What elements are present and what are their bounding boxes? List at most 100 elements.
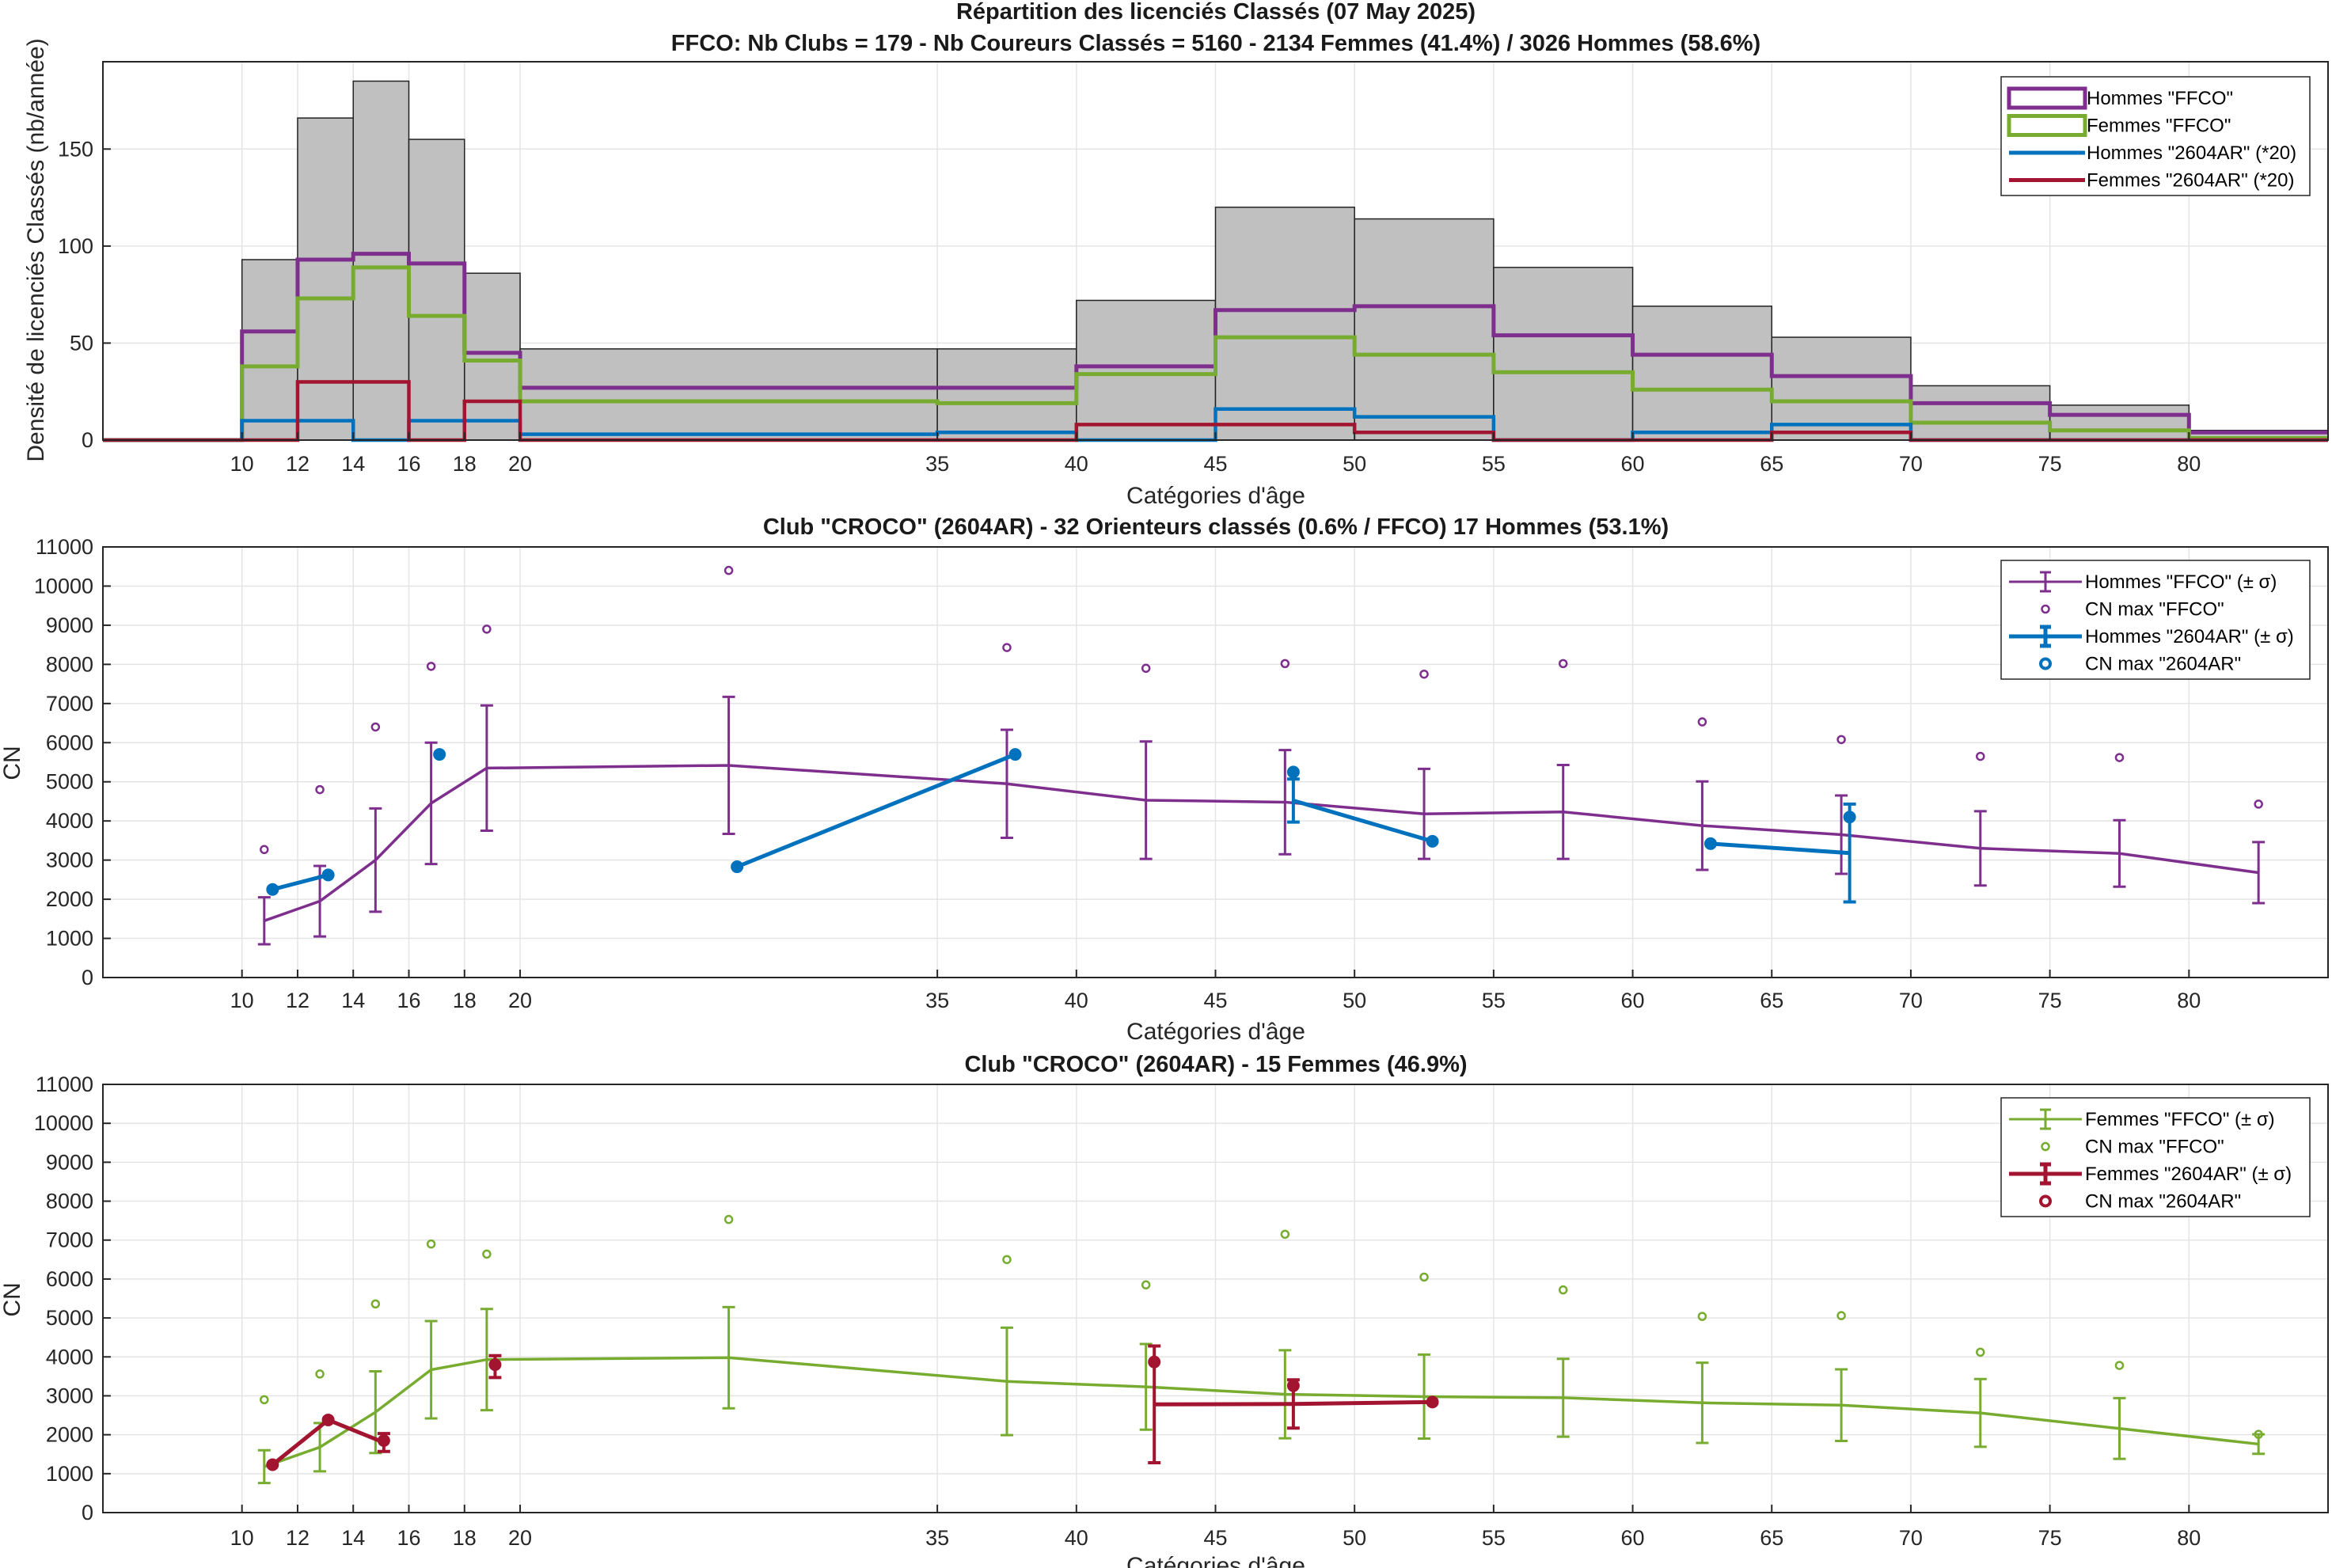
histogram-bar — [241, 259, 298, 441]
hommes-panel-title: Club "CROCO" (2604AR) - 32 Orienteurs cl… — [763, 514, 1669, 540]
femmes-y-ticks: 0 1000 2000 3000 4000 5000 6000 7000 8000 9000 100… — [34, 1073, 111, 1524]
y-tick-label: 0 — [82, 428, 93, 452]
y-tick-label: 0 — [82, 966, 93, 989]
x-tick-label: 80 — [2177, 989, 2201, 1012]
y-tick-label: 11000 — [36, 535, 93, 559]
ffco-cn-max-marker — [1697, 1312, 1707, 1321]
club-cn-max-marker — [1148, 1355, 1161, 1369]
hommes-x-ticks: 10 12 14 16 18 20 35 40 45 50 55 60 65 70 75 80 — [230, 970, 2201, 1012]
ffco-cn-max-marker — [2114, 1361, 2125, 1370]
x-tick-label: 50 — [1343, 452, 1366, 476]
x-tick-label: 12 — [286, 1526, 310, 1550]
legend-swatch — [2039, 1194, 2052, 1208]
x-tick-label: 60 — [1621, 989, 1645, 1012]
histogram-legend: Hommes "FFCO" Femmes "FFCO" Hommes "2604AR… — [2000, 76, 2311, 196]
x-tick-label: 70 — [1899, 452, 1923, 476]
hommes-legend: Hommes "FFCO" (± σ) CN max "FFCO" Hommes "… — [2000, 560, 2311, 680]
x-tick-label: 12 — [286, 452, 310, 476]
x-tick-label: 40 — [1065, 989, 1088, 1012]
femmes-panel-title: Club "CROCO" (2604AR) - 15 Femmes (46.9%… — [964, 1052, 1467, 1077]
ffco-mean-line — [264, 1356, 2259, 1468]
ffco-cn-max-marker — [1280, 1229, 1290, 1240]
club-mean-line — [736, 752, 1016, 869]
ffco-cn-max-marker — [2254, 1429, 2263, 1439]
ffco-cn-max-marker — [315, 784, 325, 795]
x-tick-label: 65 — [1760, 452, 1783, 476]
x-tick-label: 60 — [1621, 1526, 1645, 1550]
hommes-y-ticks: 0 1000 2000 3000 4000 5000 6000 7000 8000 9000 100… — [34, 535, 111, 989]
x-tick-label: 14 — [341, 989, 365, 1012]
y-tick-label: 4000 — [46, 809, 93, 833]
x-tick-label: 65 — [1760, 1526, 1783, 1550]
club-cn-max-marker — [1286, 765, 1300, 779]
y-tick-label: 9000 — [46, 613, 93, 637]
legend-swatch — [2039, 657, 2052, 670]
hommes-grid — [103, 546, 2328, 978]
y-tick-label: 6000 — [46, 1267, 93, 1291]
ffco-cn-max-marker — [724, 565, 734, 575]
club-mean-line — [1710, 841, 1850, 856]
club-cn-max-marker — [266, 1458, 279, 1471]
femmes-ffco-line — [103, 265, 2328, 442]
club-cn-max-marker — [1843, 811, 1856, 824]
club-cn-max-marker — [731, 860, 744, 874]
legend-entry: Femmes "FFCO" — [2087, 116, 2231, 137]
legend-entry: CN max "2604AR" — [2085, 654, 2241, 675]
ffco-cn-max-marker — [724, 1214, 734, 1224]
legend-entry: CN max "FFCO" — [2085, 1137, 2224, 1158]
ffco-cn-max-marker — [1419, 1272, 1429, 1282]
x-tick-label: 80 — [2177, 452, 2201, 476]
x-tick-label: 35 — [925, 1526, 949, 1550]
club-cn-max-marker — [1703, 837, 1717, 850]
histogram-y-axis-label: Densité de licenciés Classés (nb/année) — [23, 38, 49, 461]
x-tick-label: 10 — [230, 1526, 254, 1550]
hommes-x-axis-label: Catégories d'âge — [1126, 1019, 1305, 1045]
x-tick-label: 16 — [397, 989, 420, 1012]
ffco-cn-max-marker — [426, 662, 436, 671]
histogram-y-ticks: 0 50 100 150 — [58, 137, 111, 452]
ffco-cn-max-marker — [426, 1239, 436, 1249]
legend-box — [2000, 560, 2311, 680]
femmes-panel: Club "CROCO" (2604AR) - 15 Femmes (46.9%… — [0, 1052, 2329, 1568]
x-tick-label: 75 — [2038, 1526, 2062, 1550]
ffco-cn-max-marker — [1141, 663, 1151, 674]
legend-entry: CN max "2604AR" — [2085, 1191, 2241, 1213]
y-tick-label: 50 — [70, 331, 93, 355]
ffco-cn-max-marker — [1836, 1311, 1846, 1320]
x-tick-label: 45 — [1203, 989, 1227, 1012]
y-tick-label: 11000 — [36, 1073, 93, 1096]
club-mean-line — [1293, 799, 1434, 844]
x-tick-label: 10 — [230, 452, 254, 476]
y-tick-label: 7000 — [46, 692, 93, 716]
hommes-y-axis-label: CN — [0, 746, 25, 780]
x-tick-label: 80 — [2177, 1526, 2201, 1550]
femmes-y-axis-label: CN — [0, 1282, 25, 1316]
x-tick-label: 70 — [1899, 1526, 1923, 1550]
ffco-cn-max-marker — [1280, 659, 1290, 669]
histogram-bar — [1354, 218, 1495, 441]
ffco-cn-max-marker — [1976, 751, 1985, 761]
histogram-bar — [936, 348, 1077, 441]
y-tick-label: 1000 — [46, 927, 93, 951]
x-tick-label: 35 — [925, 452, 949, 476]
club-cn-max-marker — [1426, 834, 1439, 848]
legend-entry: Femmes "2604AR" (*20) — [2087, 170, 2294, 192]
legend-entry: Femmes "FFCO" (± σ) — [2085, 1109, 2275, 1130]
histogram-panel: Répartition des licenciés Classés (07 Ma… — [23, 0, 2329, 509]
x-tick-label: 18 — [453, 989, 477, 1012]
femmes-x-ticks: 10 12 14 16 18 20 35 40 45 50 55 60 65 70 75 80 — [230, 1505, 2201, 1550]
ffco-cn-max-marker — [482, 625, 492, 634]
hommes-panel: Club "CROCO" (2604AR) - 32 Orienteurs cl… — [0, 514, 2329, 1045]
histogram-bar — [1214, 207, 1355, 441]
histogram-bar — [1910, 385, 2051, 441]
y-tick-label: 4000 — [46, 1345, 93, 1369]
femmes-grid — [103, 1084, 2328, 1513]
ffco-cn-max-marker — [1697, 717, 1707, 727]
club-cn-max-marker — [321, 1413, 335, 1426]
x-tick-label: 16 — [397, 1526, 420, 1550]
x-tick-label: 55 — [1482, 1526, 1506, 1550]
legend-entry: Femmes "2604AR" (± σ) — [2085, 1164, 2292, 1185]
histogram-bar — [1076, 299, 1217, 441]
histogram-bars — [241, 80, 2329, 441]
